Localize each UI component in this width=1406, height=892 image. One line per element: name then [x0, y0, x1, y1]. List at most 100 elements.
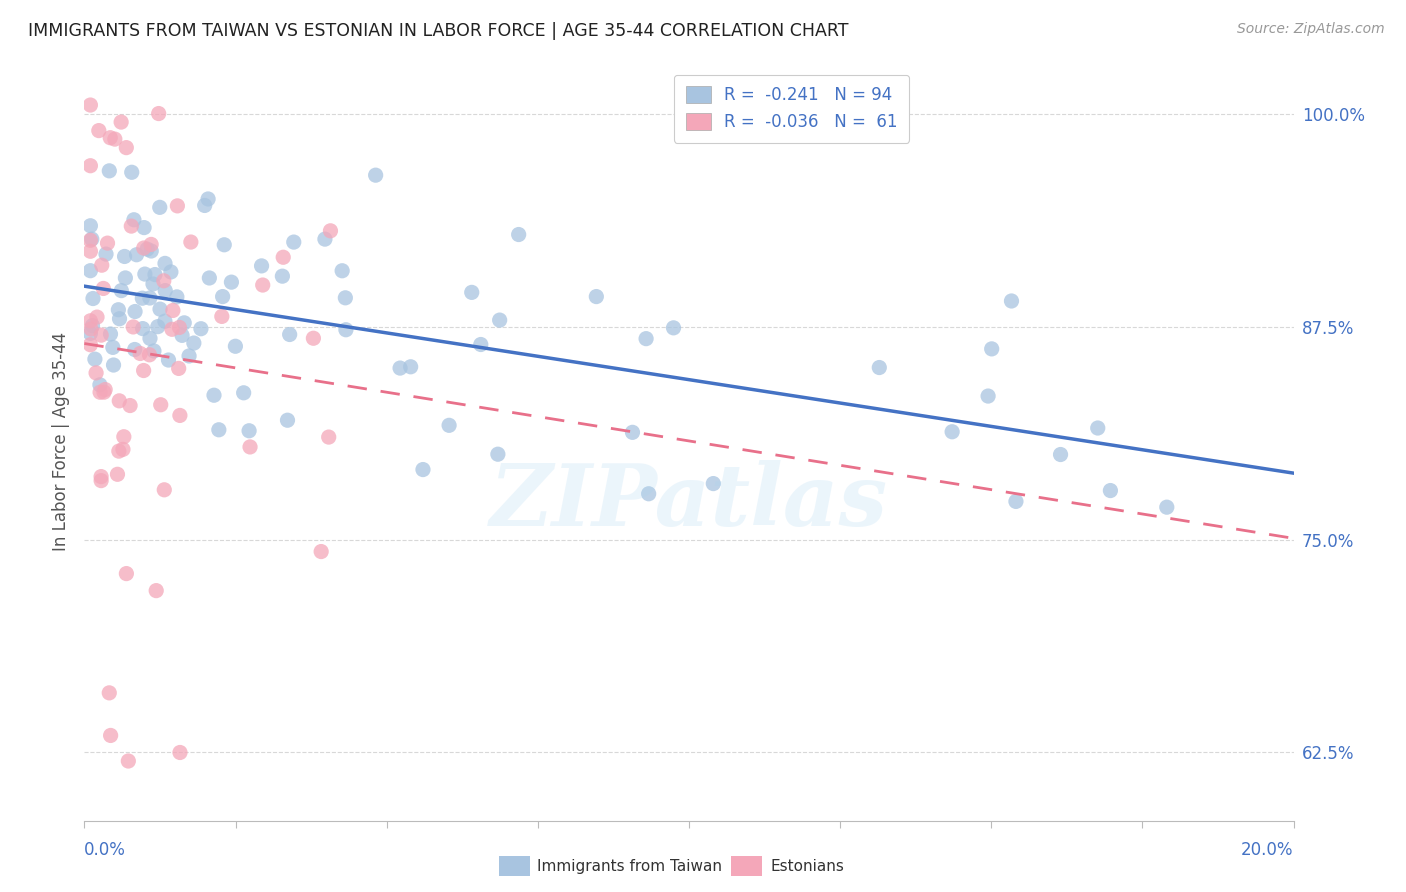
Point: [318, 430, 340, 444]
Point: [93, 281, 115, 295]
Y-axis label: In Labor Force | Age 35-44: In Labor Force | Age 35-44: [52, 332, 70, 551]
Point: [169, 409, 191, 423]
Point: [238, 424, 260, 438]
Point: [208, 423, 231, 437]
Point: [149, 398, 172, 412]
Point: [80, 232, 103, 246]
Point: [486, 447, 509, 461]
Point: [314, 232, 336, 246]
Point: [101, 340, 124, 354]
Point: [111, 442, 134, 457]
Point: [79, 263, 101, 277]
Point: [79, 314, 101, 328]
Point: [86, 310, 108, 324]
Point: [172, 328, 194, 343]
Point: [508, 227, 530, 242]
Point: [148, 106, 170, 120]
Point: [90, 328, 112, 343]
Point: [125, 248, 148, 262]
Point: [169, 320, 191, 334]
Point: [93, 385, 115, 400]
Point: [153, 314, 176, 328]
Point: [319, 224, 342, 238]
Point: [145, 583, 167, 598]
Point: [89, 377, 111, 392]
Point: [115, 566, 138, 581]
Point: [98, 686, 121, 700]
Point: [120, 219, 142, 233]
Point: [197, 192, 219, 206]
Point: [198, 271, 221, 285]
Point: [124, 343, 146, 357]
Point: [211, 310, 233, 324]
Point: [100, 728, 122, 742]
Point: [621, 425, 644, 440]
Point: [224, 339, 246, 353]
Point: [89, 385, 111, 400]
Point: [79, 337, 101, 351]
Point: [868, 360, 890, 375]
Text: 20.0%: 20.0%: [1241, 841, 1294, 859]
Point: [132, 363, 155, 377]
Point: [330, 264, 353, 278]
Point: [283, 235, 305, 249]
Point: [250, 259, 273, 273]
Text: Estonians: Estonians: [770, 859, 845, 873]
Point: [108, 444, 131, 458]
Point: [90, 474, 112, 488]
Point: [278, 327, 301, 342]
Point: [364, 168, 387, 182]
Point: [108, 393, 131, 408]
Point: [202, 388, 225, 402]
Point: [79, 98, 101, 112]
Point: [96, 236, 118, 251]
Point: [271, 250, 294, 264]
Point: [167, 361, 190, 376]
Point: [212, 237, 235, 252]
Point: [103, 358, 125, 372]
Point: [122, 320, 145, 334]
Point: [139, 331, 162, 345]
Point: [180, 235, 202, 249]
Point: [114, 271, 136, 285]
Point: [138, 348, 160, 362]
Point: [141, 237, 163, 252]
Point: [335, 291, 357, 305]
Point: [79, 219, 101, 233]
Point: [271, 269, 294, 284]
Point: [977, 389, 1000, 403]
Point: [142, 277, 165, 291]
Point: [211, 289, 233, 303]
Point: [121, 165, 143, 179]
Point: [399, 359, 422, 374]
Point: [702, 476, 724, 491]
Point: [239, 440, 262, 454]
Point: [82, 318, 104, 333]
Point: [100, 326, 122, 341]
Point: [153, 256, 176, 270]
Point: [155, 284, 177, 298]
Point: [142, 343, 165, 358]
Point: [169, 746, 191, 760]
Point: [309, 544, 332, 558]
Point: [166, 199, 188, 213]
Point: [149, 200, 172, 214]
Point: [80, 322, 103, 336]
Point: [637, 487, 659, 501]
Point: [389, 361, 412, 376]
Point: [412, 462, 434, 476]
Point: [131, 321, 153, 335]
Point: [585, 289, 607, 303]
Point: [662, 321, 685, 335]
Point: [335, 323, 357, 337]
Point: [104, 132, 127, 146]
Point: [94, 383, 117, 397]
Point: [122, 212, 145, 227]
Point: [173, 316, 195, 330]
Point: [129, 346, 152, 360]
Point: [470, 337, 492, 351]
Point: [84, 366, 107, 380]
Point: [79, 159, 101, 173]
Point: [232, 385, 254, 400]
Point: [177, 349, 200, 363]
